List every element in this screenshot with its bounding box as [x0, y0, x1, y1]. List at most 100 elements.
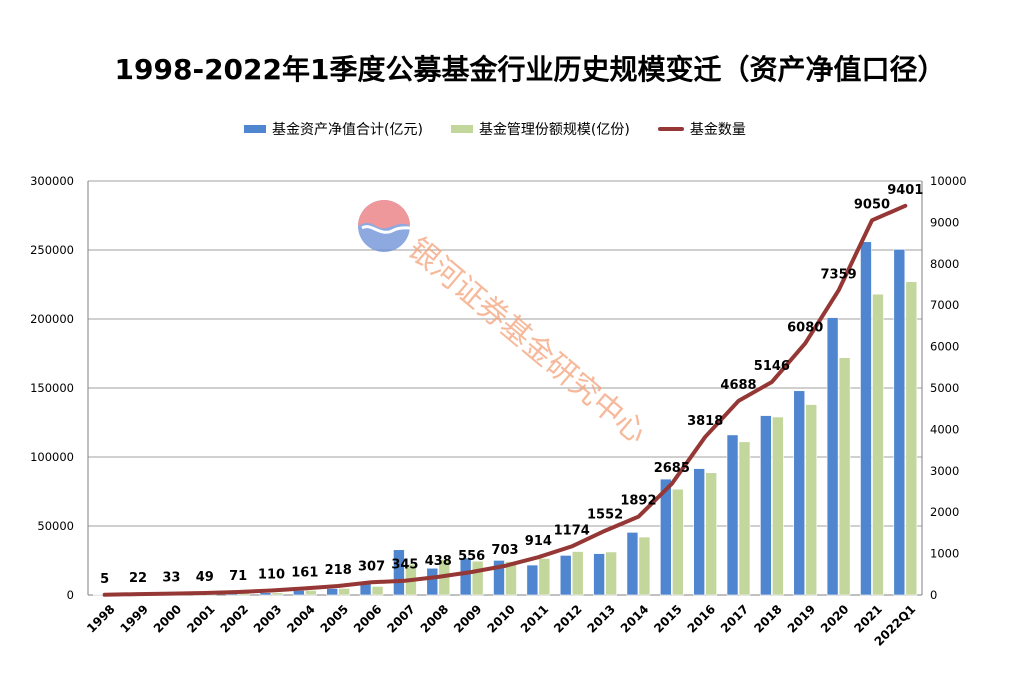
data-label-fund-count: 5 — [100, 572, 109, 587]
data-label-fund-count: 110 — [258, 567, 285, 582]
bar-shares — [305, 590, 317, 596]
bar-nav — [459, 557, 472, 596]
bar-shares — [571, 551, 584, 596]
legend-swatch-shares — [450, 125, 473, 133]
data-label-fund-count: 218 — [325, 563, 352, 578]
right-axis-tick-label: 2000 — [930, 505, 959, 519]
x-axis-tick-label: 2005 — [318, 602, 352, 636]
bar-nav — [259, 592, 272, 596]
bar-nav — [760, 415, 772, 596]
chart-title: 1998-2022年1季度公募基金行业历史规模变迁（资产净值口径） — [114, 53, 946, 86]
x-axis-tick-label: 2020 — [818, 602, 852, 636]
point-fund-count — [670, 482, 674, 486]
bar-nav — [826, 317, 839, 596]
point-fund-count — [636, 515, 640, 519]
x-axis-tick-label: 2004 — [284, 602, 318, 636]
data-label-fund-count: 33 — [162, 571, 180, 586]
data-label-fund-count: 3818 — [687, 414, 723, 429]
bar-nav — [860, 241, 872, 596]
point-fund-count — [336, 584, 340, 588]
right-axis-tick-label: 3000 — [930, 464, 959, 478]
bar-shares — [705, 472, 717, 596]
x-axis-tick-label: 2011 — [518, 602, 552, 636]
bar-shares — [538, 558, 551, 596]
left-axis-tick-label: 250000 — [30, 243, 74, 257]
bar-nav — [526, 564, 539, 596]
x-axis-tick-label: 2010 — [484, 602, 518, 636]
data-label-fund-count: 9401 — [887, 183, 923, 198]
x-axis-tick-label: 2000 — [151, 602, 185, 636]
point-fund-count — [470, 570, 474, 574]
bar-nav — [493, 560, 505, 596]
point-fund-count — [770, 380, 774, 384]
point-fund-count — [136, 592, 140, 596]
bar-shares — [838, 357, 851, 596]
bar-nav — [326, 588, 339, 596]
bar-shares — [671, 488, 684, 596]
data-label-fund-count: 1892 — [620, 494, 656, 509]
bar-shares — [271, 592, 284, 596]
data-label-fund-count: 556 — [458, 549, 485, 564]
bar-shares — [805, 404, 818, 596]
legend-label-count: 基金数量 — [689, 122, 746, 138]
point-fund-count — [603, 529, 607, 533]
point-fund-count — [436, 575, 440, 579]
legend-item-nav: 基金资产净值合计(亿元) — [244, 119, 423, 139]
left-axis-tick-label: 50000 — [37, 519, 74, 533]
x-axis-tick-label: 2014 — [618, 602, 652, 636]
data-label-fund-count: 5146 — [754, 359, 790, 374]
legend-label-nav: 基金资产净值合计(亿元) — [272, 122, 423, 138]
data-label-fund-count: 6080 — [787, 320, 823, 335]
x-axis-tick-label: 2007 — [384, 602, 418, 636]
x-axis-tick-label: 2002 — [218, 602, 252, 636]
bar-nav — [426, 567, 439, 596]
chart-legend: 基金资产净值合计(亿元) 基金管理份额规模(亿份) 基金数量 — [244, 118, 774, 140]
bar-nav — [659, 478, 672, 596]
bar-shares — [638, 536, 651, 596]
x-axis-tick-label: 2001 — [184, 602, 218, 636]
data-label-fund-count: 703 — [491, 543, 518, 558]
right-axis-tick-label: 6000 — [930, 340, 959, 354]
bar-shares — [471, 560, 484, 596]
legend-label-shares: 基金管理份额规模(亿份) — [478, 122, 630, 138]
right-axis-tick-label: 8000 — [930, 257, 959, 271]
right-axis-tick-label: 4000 — [930, 422, 959, 436]
legend-swatch-nav — [244, 125, 266, 133]
bar-nav — [559, 555, 572, 596]
bar-nav — [593, 553, 605, 596]
point-fund-count — [103, 593, 107, 597]
x-axis-tick-label: 2016 — [685, 602, 719, 636]
x-axis-tick-label: 2015 — [651, 602, 685, 636]
bar-shares — [872, 293, 884, 596]
point-fund-count — [269, 588, 273, 592]
right-axis-tick-label: 5000 — [930, 381, 959, 395]
bar-nav — [893, 249, 906, 596]
data-label-fund-count: 1174 — [554, 523, 590, 538]
data-label-fund-count: 1552 — [587, 508, 623, 523]
data-label-fund-count: 345 — [391, 558, 418, 573]
x-axis-tick-label: 2019 — [785, 602, 819, 636]
data-label-fund-count: 307 — [358, 559, 385, 574]
point-fund-count — [503, 564, 507, 568]
x-axis-tick-label: 1999 — [117, 602, 151, 636]
point-fund-count — [837, 288, 841, 292]
line-fund-count — [102, 203, 908, 597]
bar-shares — [371, 586, 384, 596]
x-axis-tick-label: 2018 — [751, 602, 785, 636]
bar-nav — [693, 468, 705, 596]
bar-shares — [338, 588, 351, 596]
x-axis-tick-label: 2003 — [251, 602, 285, 636]
data-label-fund-count: 2685 — [654, 461, 690, 476]
bar-shares — [905, 281, 918, 596]
bar-nav — [726, 434, 739, 596]
point-fund-count — [570, 544, 574, 548]
bar-nav — [626, 532, 639, 596]
data-label-fund-count: 9050 — [854, 197, 890, 212]
bar-nav — [393, 549, 405, 596]
right-axis-tick-label: 9000 — [930, 215, 959, 229]
legend-swatch-count — [657, 127, 684, 131]
bar-shares — [772, 416, 784, 596]
data-label-fund-count: 7359 — [821, 267, 857, 282]
left-axis-tick-label: 300000 — [30, 174, 74, 188]
